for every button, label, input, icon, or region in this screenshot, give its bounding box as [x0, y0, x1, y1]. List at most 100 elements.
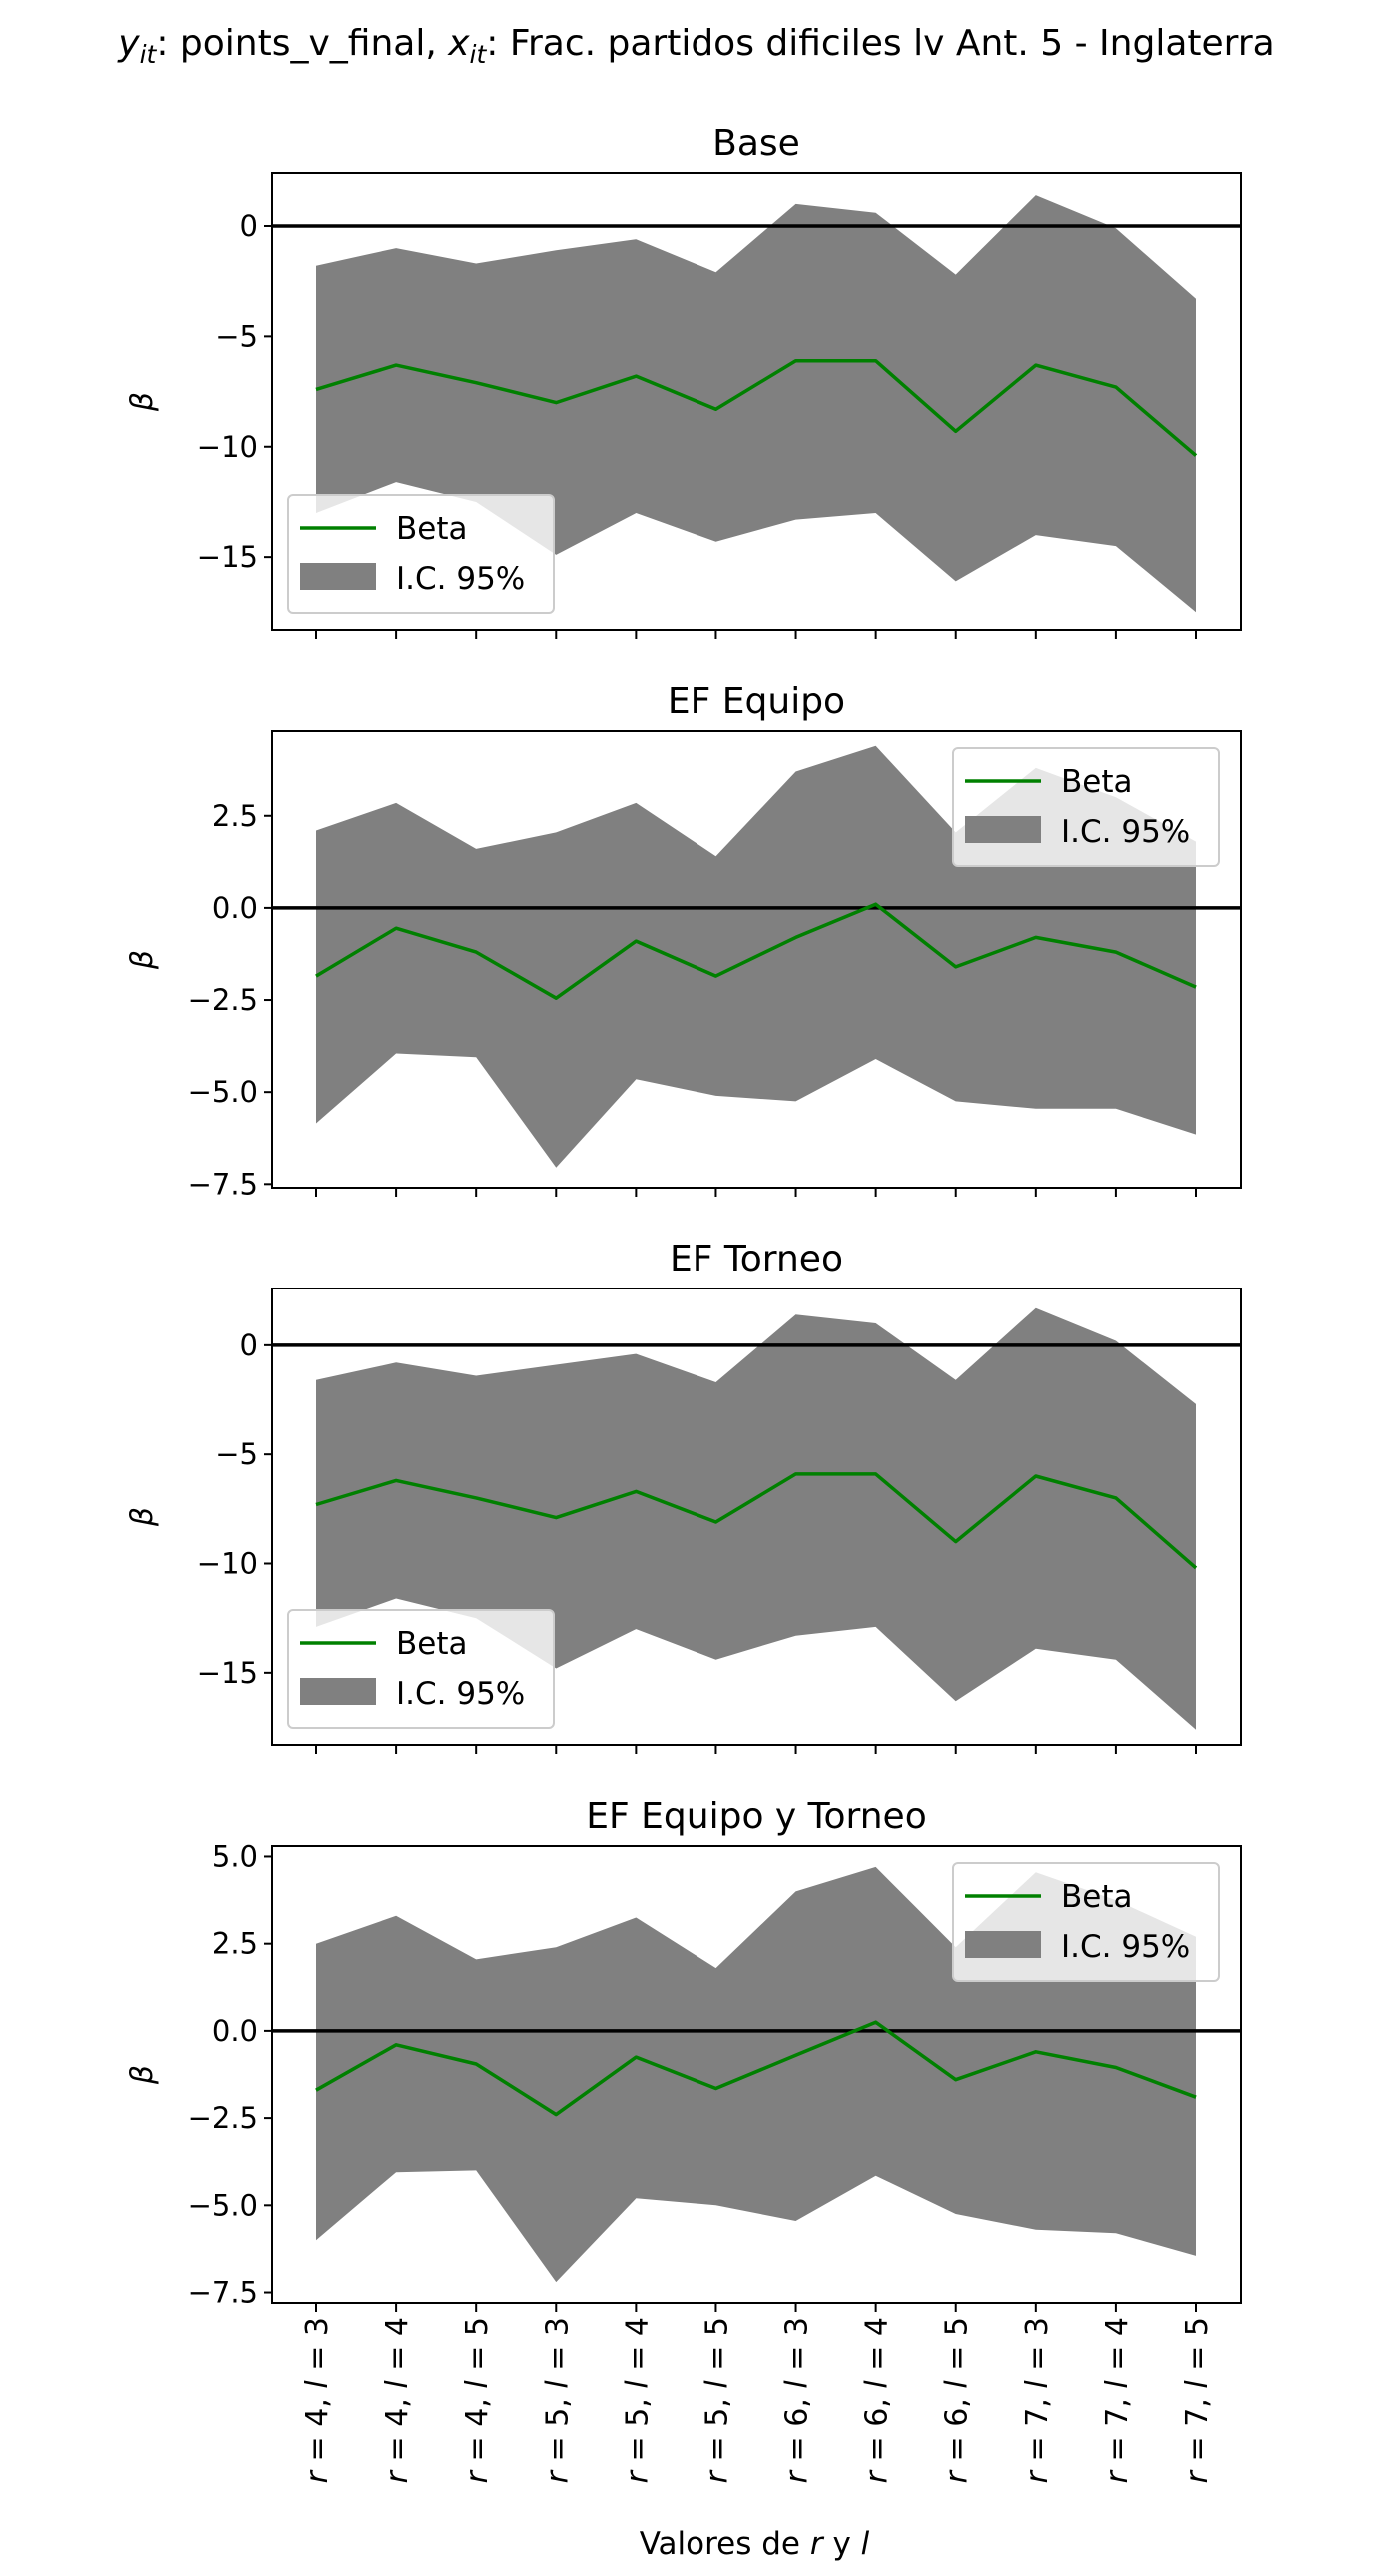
- plot-frame: [271, 730, 1242, 1189]
- x-axis-label-joiner: y: [823, 2526, 861, 2562]
- x-tick-label-part: l: [1100, 2380, 1135, 2389]
- legend-ci-swatch: [300, 563, 376, 590]
- x-tick-label-part: = 3: [540, 2317, 575, 2380]
- x-tick-label-part: l: [940, 2380, 975, 2389]
- x-tick-label: r = 5, l = 4: [620, 2317, 655, 2483]
- x-tick-label-part: = 4: [380, 2317, 415, 2380]
- y-tick-label: 0: [240, 1328, 258, 1362]
- suptitle-y-subscript: it: [140, 40, 158, 69]
- x-tick-label-part: = 4,: [380, 2389, 415, 2471]
- x-tick-label-part: = 5: [699, 2317, 734, 2380]
- legend-ci-label: I.C. 95%: [396, 1676, 525, 1712]
- x-tick-label: r = 4, l = 3: [300, 2317, 335, 2483]
- chart-panel-4: 5.0 2.5 0.0 −2.5 −5.0 −7.5 EF Equipo y Torneo β…: [125, 1796, 1242, 2312]
- x-tick-label: r = 5, l = 5: [699, 2317, 734, 2483]
- x-tick-label-part: l: [460, 2380, 495, 2389]
- x-tick-label-part: l: [860, 2380, 895, 2389]
- x-tick-label-part: = 4: [860, 2317, 895, 2380]
- x-tick-label-part: l: [1180, 2380, 1215, 2389]
- legend-ci-swatch: [300, 1678, 376, 1705]
- x-tick-label-part: r: [699, 2469, 734, 2483]
- x-axis-label-l: l: [861, 2526, 870, 2562]
- panel-title: EF Equipo y Torneo: [586, 1796, 926, 1837]
- x-tick-label-part: = 5,: [699, 2389, 734, 2471]
- beta-line: [315, 358, 1198, 457]
- legend-beta-label: Beta: [396, 511, 468, 547]
- x-tick-label-part: r: [380, 2469, 415, 2483]
- y-axis-label: β: [125, 392, 160, 412]
- x-tick-label-part: r: [300, 2469, 335, 2483]
- suptitle-x-symbol: x: [447, 23, 470, 64]
- x-tick-label-part: = 6,: [940, 2389, 975, 2471]
- x-tick-label: r = 7, l = 5: [1180, 2317, 1215, 2483]
- y-tick-label: 0: [240, 209, 258, 243]
- x-tick-label-part: r: [780, 2469, 815, 2483]
- y-tick-label: −7.5: [188, 2276, 258, 2310]
- x-tick-label-part: = 7,: [1180, 2389, 1215, 2471]
- x-tick-label-part: = 5,: [620, 2389, 655, 2471]
- plot-frame: [271, 1288, 1242, 1746]
- y-tick-label: 0.0: [212, 891, 258, 925]
- x-tick-label-part: = 6,: [860, 2389, 895, 2471]
- plot-frame: [271, 172, 1242, 631]
- x-tick-label-part: = 3: [300, 2317, 335, 2380]
- y-tick-label: −10: [197, 1547, 258, 1581]
- legend: Beta I.C. 95%: [287, 494, 555, 614]
- x-tick-label-part: l: [620, 2380, 655, 2389]
- x-tick-label-part: r: [540, 2469, 575, 2483]
- panel-title: Base: [712, 123, 800, 164]
- panel-title: EF Torneo: [670, 1239, 843, 1280]
- x-tick-label: r = 5, l = 3: [540, 2317, 575, 2483]
- x-tick-label: r = 4, l = 5: [460, 2317, 495, 2483]
- y-tick-label: 5.0: [212, 1839, 258, 1873]
- x-tick-label-part: r: [1100, 2469, 1135, 2483]
- x-tick-label-part: = 4,: [460, 2389, 495, 2471]
- x-tick-label: r = 4, l = 4: [380, 2317, 415, 2483]
- x-tick-label-part: = 6,: [780, 2389, 815, 2471]
- x-tick-label: r = 6, l = 5: [940, 2317, 975, 2483]
- legend-ci-label: I.C. 95%: [396, 561, 525, 597]
- x-tick-label-part: = 7,: [1100, 2389, 1135, 2471]
- chart-panels: 0 −5 −10 −15 Base β Beta I.C. 95% 2.5 0.0 −2.5 −5.0…: [125, 123, 1242, 2312]
- chart-panel-2: 2.5 0.0 −2.5 −5.0 −7.5 EF Equipo β Beta I.C. 95%: [125, 681, 1242, 1201]
- x-tick-label-part: = 3: [1020, 2317, 1055, 2380]
- x-tick-label-part: = 5: [1180, 2317, 1215, 2380]
- legend-ci-swatch: [965, 816, 1041, 843]
- y-tick-label: −5.0: [188, 1075, 258, 1109]
- x-tick-label-part: = 5,: [540, 2389, 575, 2471]
- y-tick-label: 0.0: [212, 2014, 258, 2048]
- x-tick-label-part: r: [860, 2469, 895, 2483]
- x-tick-label-part: l: [780, 2380, 815, 2389]
- beta-line: [315, 2020, 1197, 2117]
- legend-ci-swatch: [965, 1931, 1041, 1958]
- x-tick-label-part: l: [300, 2380, 335, 2389]
- y-axis-label: β: [125, 2065, 160, 2085]
- y-tick-label: −15: [197, 1656, 258, 1690]
- legend-beta-label: Beta: [1061, 1879, 1133, 1915]
- y-tick-label: −5: [215, 1437, 258, 1471]
- x-tick-label-part: l: [699, 2380, 734, 2389]
- x-tick-label-part: = 3: [780, 2317, 815, 2380]
- y-tick-label: −2.5: [188, 983, 258, 1017]
- legend: Beta I.C. 95%: [952, 747, 1220, 867]
- x-tick-label-part: = 7,: [1020, 2389, 1055, 2471]
- x-tick-label: r = 7, l = 3: [1020, 2317, 1055, 2483]
- beta-line: [315, 1472, 1198, 1570]
- x-tick-label-part: l: [540, 2380, 575, 2389]
- plot-frame: [271, 1845, 1242, 2304]
- x-tick-label-part: = 4: [620, 2317, 655, 2380]
- y-axis-label: β: [125, 1507, 160, 1527]
- x-tick-label-part: r: [1020, 2469, 1055, 2483]
- x-tick-label: r = 6, l = 3: [780, 2317, 815, 2483]
- x-tick-label-part: r: [460, 2469, 495, 2483]
- x-axis-label-prefix: Valores de: [640, 2526, 810, 2562]
- x-tick-label-part: = 5: [940, 2317, 975, 2380]
- x-tick-label-part: l: [380, 2380, 415, 2389]
- legend-ci-label: I.C. 95%: [1061, 814, 1190, 850]
- y-tick-label: −15: [197, 540, 258, 574]
- suptitle-x-description: : Frac. partidos dificiles lv Ant. 5 - I…: [486, 23, 1274, 64]
- x-tick-label-part: r: [1180, 2469, 1215, 2483]
- x-category-labels: r = 4, l = 3r = 4, l = 4r = 4, l = 5r = …: [300, 2317, 1215, 2483]
- chart-panel-3: 0 −5 −10 −15 EF Torneo β Beta I.C. 95%: [125, 1239, 1242, 1754]
